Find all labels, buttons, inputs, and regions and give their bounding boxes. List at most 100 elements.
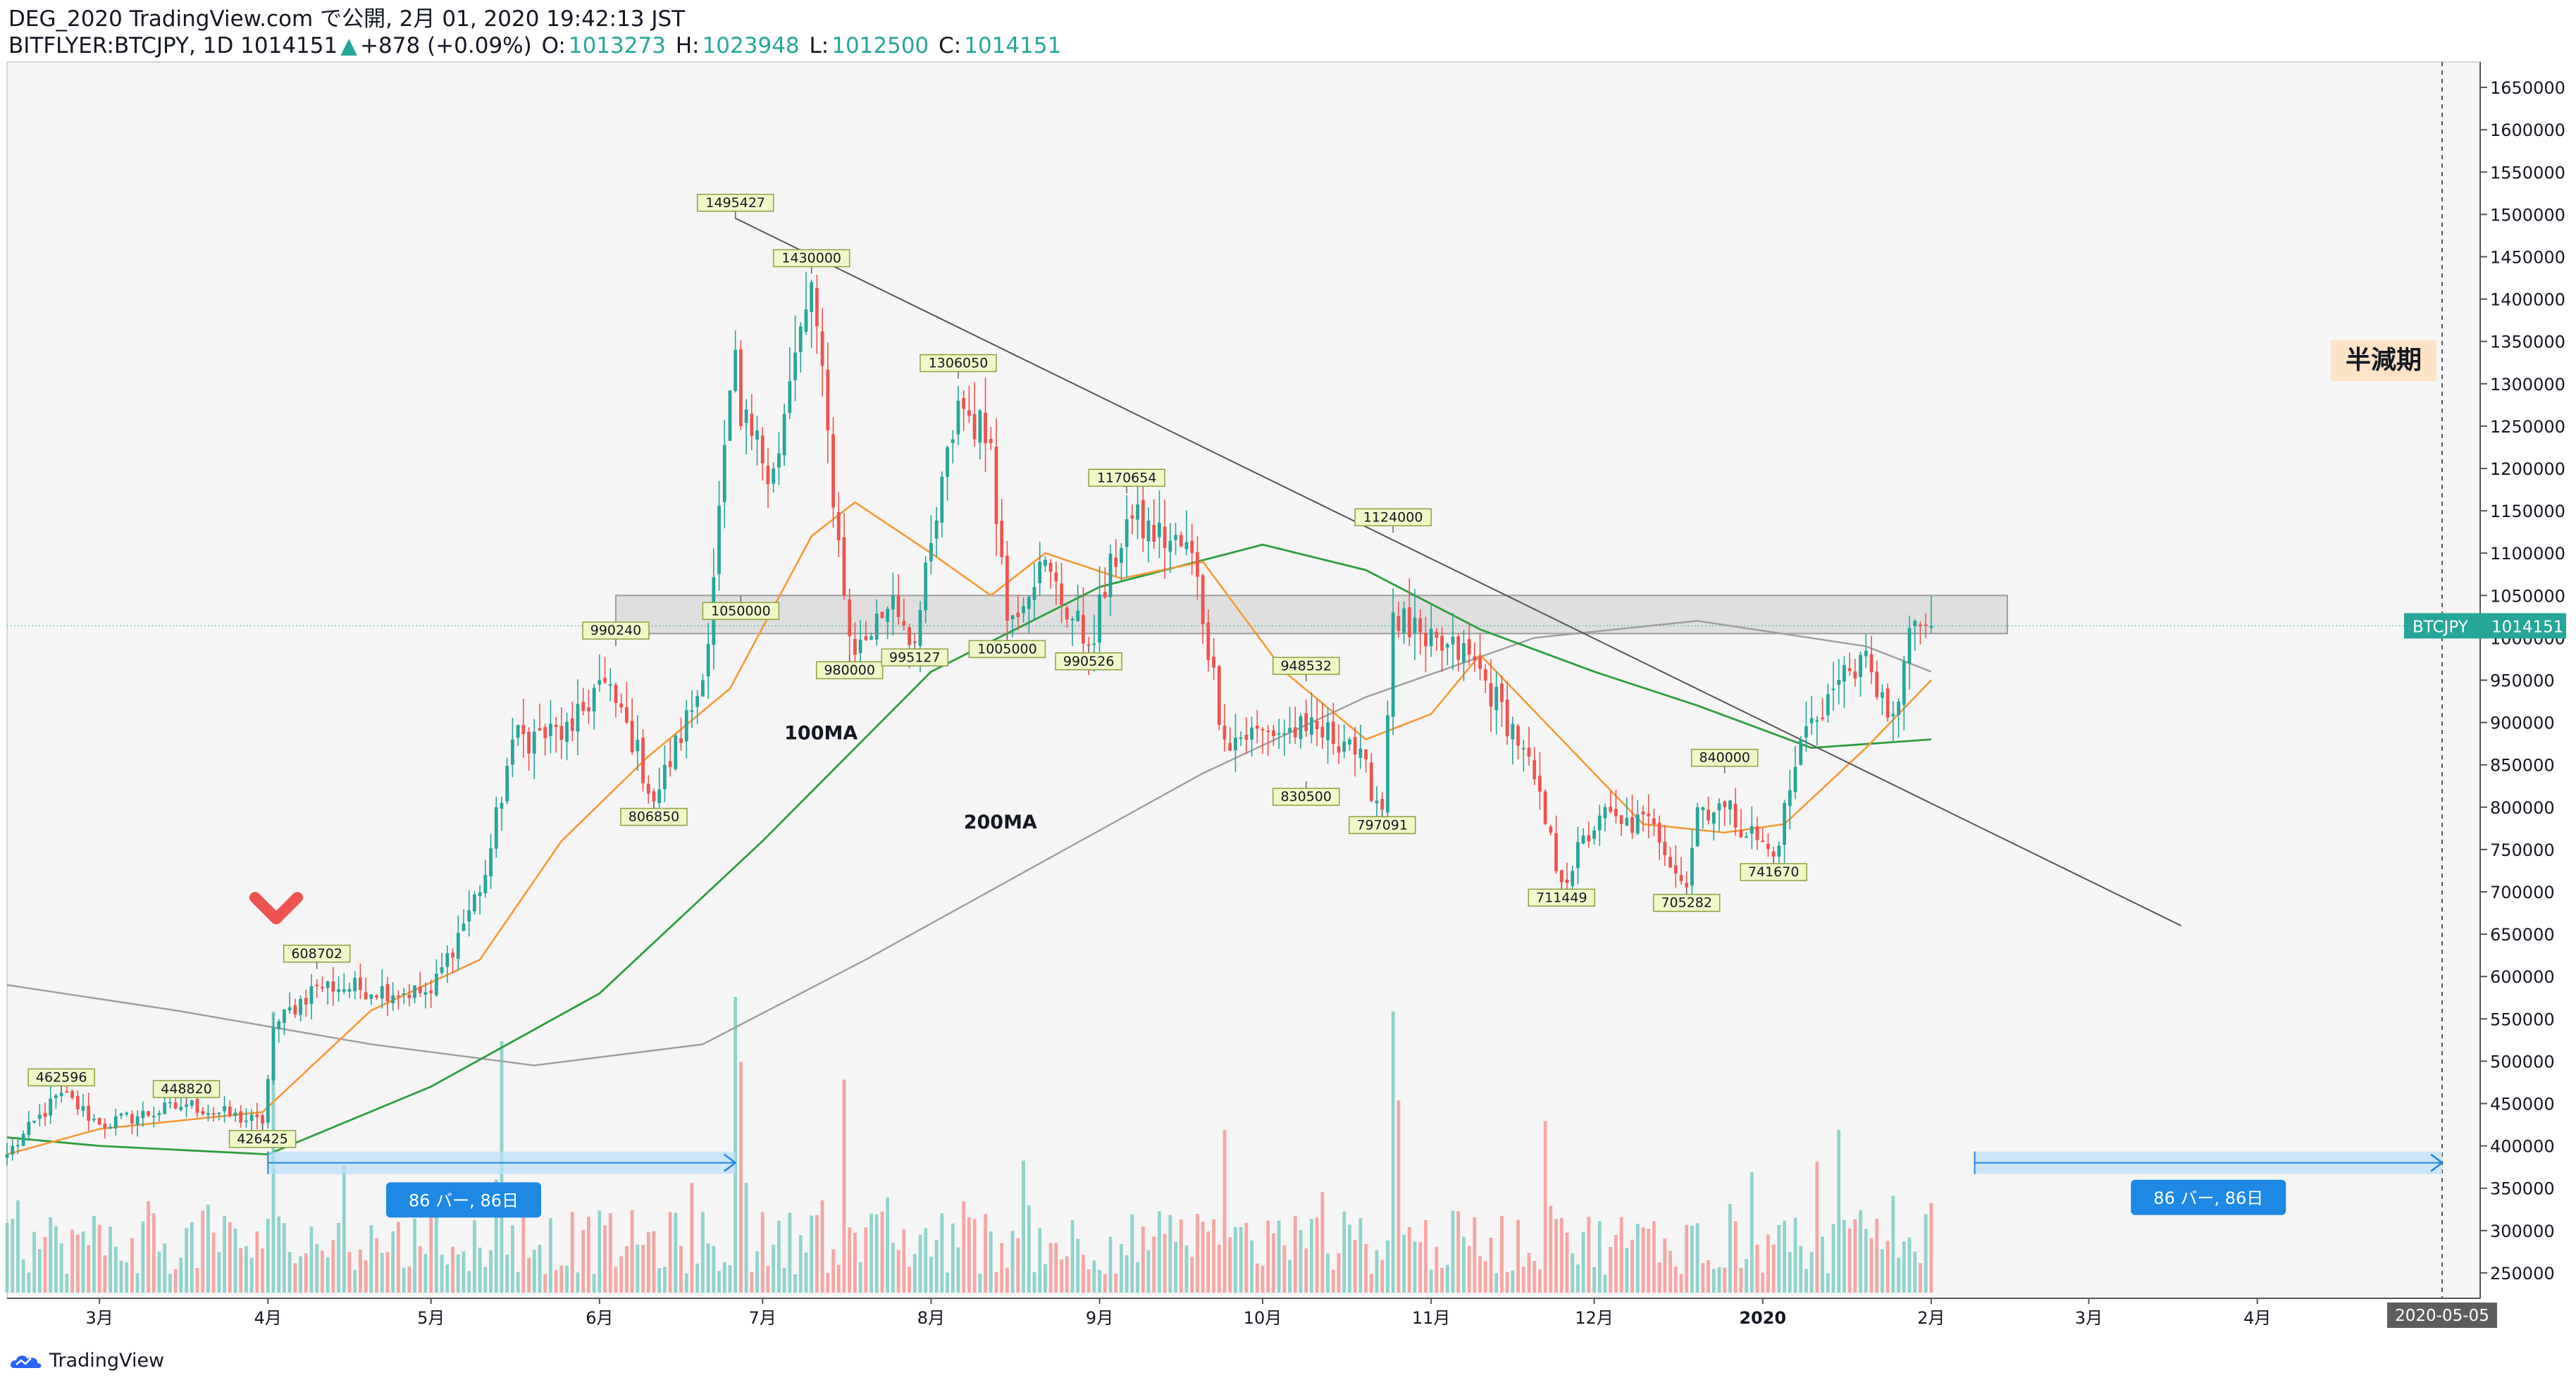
candle-body bbox=[989, 439, 993, 443]
candle-body bbox=[1070, 619, 1075, 621]
candle-body bbox=[1609, 807, 1613, 812]
pin-box bbox=[881, 648, 949, 667]
candle-body bbox=[255, 1114, 259, 1117]
candle-body bbox=[1196, 552, 1199, 577]
volume-bar bbox=[347, 1252, 352, 1293]
y-tick-label: 600000 bbox=[2490, 967, 2555, 987]
volume-bar bbox=[1707, 1260, 1710, 1293]
volume-bar bbox=[1174, 1241, 1177, 1293]
candle-body bbox=[375, 995, 378, 998]
volume-bar bbox=[1348, 1224, 1351, 1293]
volume-bar bbox=[1902, 1241, 1906, 1293]
candle-body bbox=[972, 414, 977, 440]
candle-body bbox=[1679, 874, 1683, 881]
volume-bar bbox=[418, 1245, 422, 1293]
volume-bar bbox=[163, 1243, 167, 1293]
candle-body bbox=[1619, 815, 1623, 824]
candle-body bbox=[1685, 883, 1689, 888]
volume-bar bbox=[1032, 1272, 1036, 1293]
volume-bar bbox=[1657, 1262, 1661, 1293]
tradingview-cloud-icon bbox=[10, 1355, 42, 1368]
candle-body bbox=[5, 1154, 9, 1158]
candle-body bbox=[1451, 636, 1455, 645]
volume-bar bbox=[972, 1219, 977, 1293]
candle-body bbox=[663, 764, 667, 790]
volume-bar bbox=[630, 1210, 634, 1293]
candle-body bbox=[1843, 665, 1846, 682]
volume-bar bbox=[1635, 1224, 1640, 1293]
volume-bar bbox=[1511, 1270, 1515, 1293]
pin-box bbox=[772, 249, 850, 268]
y-tick-label: 450000 bbox=[2490, 1095, 2555, 1114]
volume-bar bbox=[815, 1214, 819, 1293]
volume-bar bbox=[467, 1271, 471, 1293]
candle-body bbox=[798, 326, 803, 352]
candle-body bbox=[1010, 615, 1015, 620]
candle-body bbox=[1206, 622, 1210, 660]
volume-bar bbox=[1919, 1263, 1922, 1293]
volume-bar bbox=[1592, 1267, 1596, 1293]
pin-label: 711449 bbox=[1536, 890, 1587, 905]
volume-bar bbox=[848, 1227, 852, 1293]
candle-body bbox=[1402, 608, 1406, 633]
candle-body bbox=[185, 1104, 188, 1107]
pin-box bbox=[1272, 788, 1340, 806]
volume-bar bbox=[37, 1249, 42, 1293]
candle-body bbox=[581, 702, 586, 711]
candle-body bbox=[435, 974, 438, 995]
volume-bar bbox=[984, 1214, 987, 1293]
candle-body bbox=[287, 1007, 292, 1011]
volume-bar bbox=[81, 1231, 85, 1293]
candle-body bbox=[1532, 759, 1537, 779]
volume-bar bbox=[1010, 1231, 1015, 1293]
volume-bar bbox=[554, 1269, 558, 1293]
volume-bar bbox=[989, 1231, 993, 1293]
y-tick-label: 1100000 bbox=[2490, 544, 2565, 564]
volume-bar bbox=[831, 1249, 835, 1293]
candle-body bbox=[1304, 713, 1308, 731]
volume-bar bbox=[1809, 1252, 1814, 1293]
candle-body bbox=[1065, 607, 1069, 620]
plot-area[interactable] bbox=[6, 61, 2481, 1299]
candle-body bbox=[929, 542, 933, 561]
volume-bar bbox=[1016, 1238, 1020, 1293]
pin-label: 426425 bbox=[237, 1131, 288, 1147]
volume-bar bbox=[646, 1232, 650, 1293]
candle-body bbox=[173, 1102, 178, 1109]
volume-bar bbox=[1745, 1259, 1748, 1293]
y-tick-label: 1550000 bbox=[2490, 163, 2565, 182]
volume-bar bbox=[549, 1218, 552, 1293]
pin-label: 1170654 bbox=[1097, 470, 1157, 485]
tradingview-logo[interactable]: TradingView bbox=[10, 1350, 164, 1372]
candle-body bbox=[1847, 668, 1852, 671]
candle-body bbox=[717, 506, 721, 574]
candle-body bbox=[1027, 597, 1031, 609]
candle-body bbox=[760, 435, 764, 464]
candle-body bbox=[1130, 515, 1134, 519]
candle-body bbox=[880, 611, 884, 619]
volume-bar bbox=[1478, 1255, 1482, 1293]
candle-body bbox=[1440, 635, 1444, 651]
tradingview-brand: TradingView bbox=[49, 1350, 165, 1372]
candle-body bbox=[896, 595, 900, 618]
x-tick-label: 5月 bbox=[417, 1308, 445, 1328]
volume-bar bbox=[27, 1272, 31, 1293]
x-axis-bg bbox=[7, 1298, 2480, 1332]
candle-body bbox=[1158, 522, 1161, 537]
volume-bar bbox=[65, 1274, 69, 1293]
candle-body bbox=[869, 636, 873, 640]
candle-body bbox=[538, 728, 542, 731]
volume-bar bbox=[1576, 1264, 1580, 1293]
volume-bar bbox=[516, 1272, 520, 1293]
candle-body bbox=[1576, 842, 1580, 869]
volume-bar bbox=[233, 1229, 237, 1293]
volume-bar bbox=[1711, 1269, 1716, 1293]
candle-body bbox=[1614, 809, 1618, 816]
candle-body bbox=[1728, 800, 1732, 810]
candle-body bbox=[636, 740, 640, 752]
volume-bar bbox=[103, 1255, 107, 1293]
volume-bar bbox=[195, 1267, 199, 1293]
candle-body bbox=[1255, 725, 1259, 729]
candle-body bbox=[299, 999, 302, 1015]
